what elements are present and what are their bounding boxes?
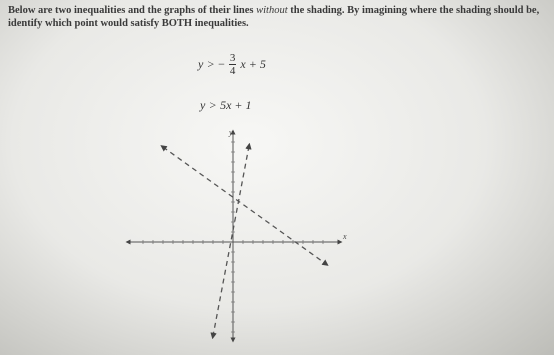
prompt-text: Below are two inequalities and the graph…	[8, 5, 257, 16]
rest: 5x + 1	[220, 98, 252, 112]
y-axis-label: y	[228, 128, 233, 137]
prompt: Below are two inequalities and the graph…	[8, 4, 548, 30]
sign: −	[218, 57, 225, 71]
denominator: 4	[229, 65, 236, 77]
prompt-text: the shading. By imagining where the shad…	[8, 5, 540, 29]
boundary-line	[210, 142, 252, 340]
prompt-emphasis: without	[256, 5, 288, 16]
lhs: y	[200, 98, 206, 112]
operator: >	[209, 98, 217, 112]
operator: >	[207, 57, 215, 71]
inequality: y > 5x + 1	[200, 98, 252, 113]
boundary-line	[160, 145, 329, 266]
x-axis-label: x	[342, 232, 347, 241]
numerator: 3	[228, 52, 237, 65]
lhs: y	[198, 57, 204, 71]
rest: x + 5	[240, 57, 266, 71]
